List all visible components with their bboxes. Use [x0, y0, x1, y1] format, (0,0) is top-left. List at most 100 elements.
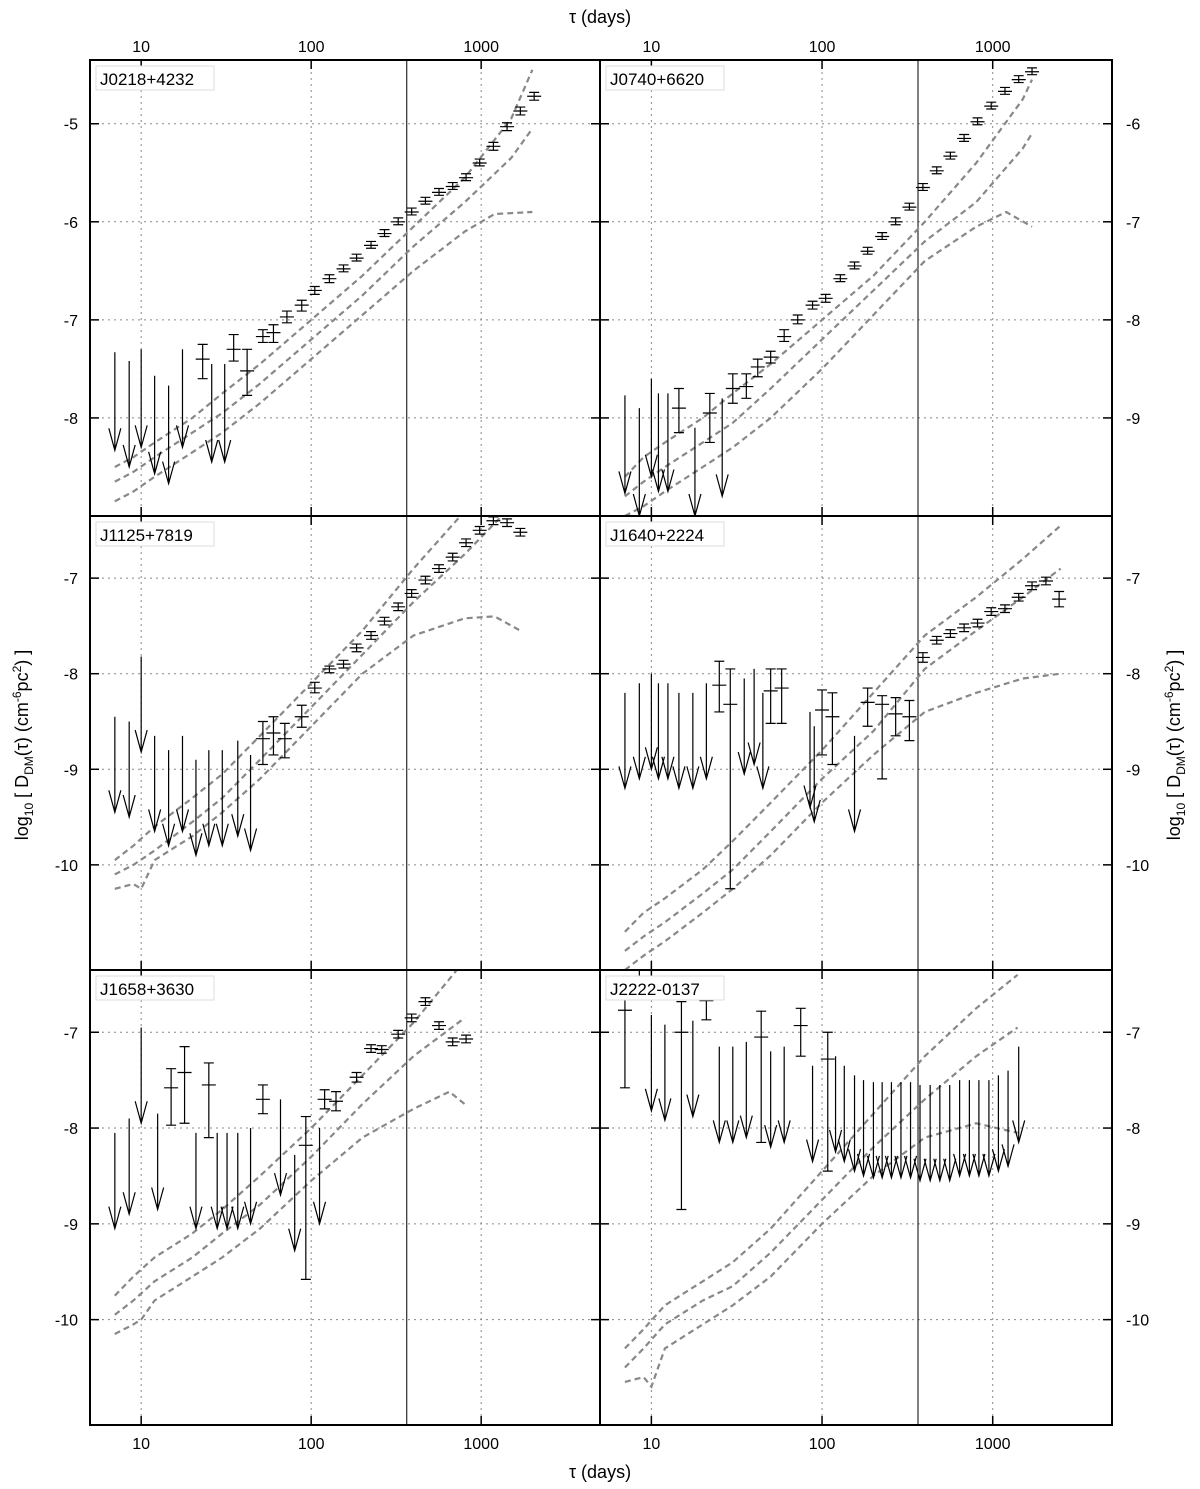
data-point	[404, 588, 419, 598]
model-curve	[114, 1090, 466, 1335]
upper-limit-arrow	[875, 1082, 889, 1181]
data-point	[825, 692, 840, 766]
model-curve	[114, 69, 534, 468]
upper-limit-arrow	[618, 395, 632, 496]
data-point	[255, 1084, 270, 1115]
upper-limit-arrow	[189, 1132, 203, 1231]
model-curve	[624, 524, 1062, 933]
data-point	[777, 329, 792, 343]
upper-limit-arrow	[175, 735, 190, 834]
upper-limit-arrow	[1012, 1046, 1026, 1145]
y-tick-label: -8	[64, 1121, 78, 1138]
data-point	[997, 604, 1012, 614]
upper-limit-arrow	[726, 1046, 740, 1145]
upper-limit-arrow	[122, 361, 136, 470]
model-curve	[114, 210, 533, 503]
data-point	[432, 1021, 447, 1030]
x-tick-label-top: 100	[298, 39, 325, 56]
data-point	[322, 274, 337, 284]
data-point	[377, 616, 392, 626]
data-point	[336, 659, 351, 669]
panel-plot-area	[617, 970, 1026, 1425]
upper-limit-arrow	[644, 378, 658, 480]
model-curve	[624, 132, 1033, 498]
data-point	[820, 1031, 835, 1172]
upper-limit-arrow	[148, 735, 162, 834]
model-curve	[624, 672, 1061, 970]
upper-limit-arrow	[856, 1080, 871, 1179]
data-point	[970, 618, 985, 628]
upper-limit-arrow	[312, 1128, 327, 1227]
y-tick-label: -7	[64, 313, 78, 330]
panel-label: J0218+4232	[100, 70, 194, 89]
y-tick-label: -5	[64, 117, 78, 134]
data-point	[805, 300, 820, 310]
data-point	[391, 602, 406, 612]
y-tick-label: -7	[64, 571, 78, 588]
data-point	[957, 133, 972, 142]
y-tick-label: -10	[55, 858, 78, 875]
data-point	[915, 652, 930, 663]
panels-layer: -8 -7 -6 -5 10 100 1000 J0218+4232 -9 -8 -7 -6 10 100…	[55, 39, 1149, 1453]
model-curve	[114, 615, 521, 891]
upper-limit-arrow	[215, 750, 229, 849]
upper-limit-arrow	[210, 1132, 224, 1231]
data-point	[374, 1045, 389, 1054]
data-point	[445, 552, 460, 562]
y-tick-label: -6	[1126, 117, 1140, 134]
upper-limit-arrow	[202, 750, 216, 849]
upper-limit-arrow	[884, 1082, 899, 1181]
x-tick-label-bottom: 10	[132, 1436, 150, 1453]
data-point	[1038, 576, 1053, 586]
data-point	[725, 373, 740, 404]
panel-label: J0740+6620	[610, 70, 704, 89]
panel-frame	[599, 59, 1113, 517]
upper-limit-arrow	[205, 364, 219, 465]
panel-plot-area	[108, 516, 528, 970]
data-point	[277, 722, 292, 759]
data-point	[266, 716, 281, 756]
data-point	[833, 274, 848, 283]
bottom-axis-title: τ (days)	[569, 1462, 631, 1482]
y-tick-label: -8	[1126, 667, 1140, 684]
upper-limit-arrow	[807, 726, 821, 825]
model-curve	[624, 79, 1033, 478]
y-tick-label: -9	[64, 762, 78, 779]
panel-j1640+2224: -10 -9 -8 -7 J1640+2224	[599, 515, 1149, 971]
data-point	[472, 525, 487, 535]
panel-j2222-0137: -10 -9 -8 -7 10 100 1000 J2222-0137	[599, 969, 1149, 1453]
data-point	[472, 158, 487, 167]
panel-frame	[89, 59, 601, 517]
data-point	[500, 122, 515, 132]
upper-limit-arrow	[661, 683, 675, 782]
x-tick-label-top: 100	[809, 39, 836, 56]
data-point	[391, 217, 406, 226]
upper-limit-arrow	[189, 759, 203, 858]
panel-frame	[89, 515, 601, 971]
data-point	[527, 91, 542, 101]
data-point	[702, 392, 717, 444]
panel-frame	[599, 969, 1113, 1426]
upper-limit-arrow	[982, 1080, 996, 1179]
upper-limit-arrow	[618, 692, 632, 791]
panel-label-box	[605, 975, 725, 1001]
data-point	[875, 231, 890, 241]
y-tick-label: -8	[64, 667, 78, 684]
upper-limit-arrow	[243, 754, 258, 853]
y-tick-label: -8	[1126, 1121, 1140, 1138]
data-point	[404, 207, 419, 216]
y-tick-label: -8	[64, 411, 78, 428]
panel-frame	[599, 515, 1113, 971]
data-point	[984, 101, 999, 110]
data-point	[984, 607, 999, 617]
upper-limit-arrow	[847, 735, 862, 834]
data-point	[432, 564, 447, 573]
model-curve	[114, 970, 459, 1297]
upper-limit-arrow	[122, 721, 136, 820]
data-point	[364, 631, 379, 640]
x-tick-label-bottom: 10	[642, 1436, 660, 1453]
upper-limit-arrow	[686, 692, 700, 791]
panel-j1658+3630: -10 -9 -8 -7 10 100 1000 J1658+3630	[55, 969, 601, 1453]
data-point	[240, 348, 255, 396]
upper-limit-arrow	[805, 1065, 820, 1164]
